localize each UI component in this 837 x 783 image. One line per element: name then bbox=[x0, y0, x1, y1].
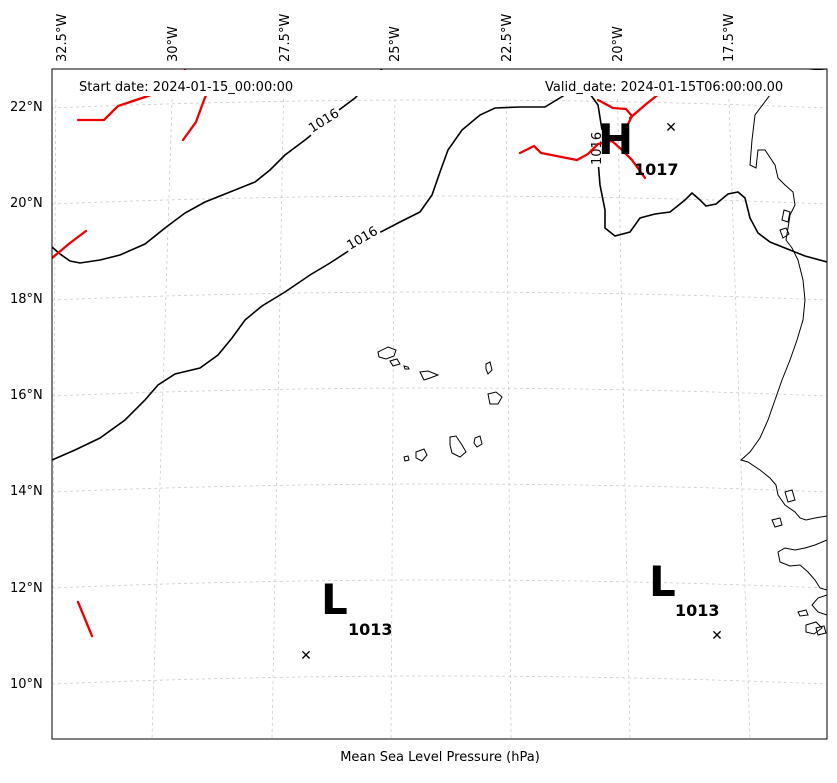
meridian-line bbox=[271, 69, 285, 739]
coast-island bbox=[784, 489, 796, 503]
cape-verde-island bbox=[419, 370, 440, 381]
lon-label: 20°W bbox=[611, 26, 626, 62]
parallel-line bbox=[52, 579, 827, 589]
lat-label: 10°N bbox=[10, 677, 43, 692]
header-background bbox=[53, 70, 826, 96]
front-line bbox=[52, 229, 88, 260]
front-line bbox=[76, 600, 94, 638]
low-center-marker: ✕ bbox=[300, 648, 312, 664]
parallel-line bbox=[52, 675, 827, 685]
low-center-letter: L bbox=[321, 575, 348, 624]
isobar-label: 1016 bbox=[306, 106, 342, 136]
high-center-letter: H bbox=[598, 115, 633, 164]
cape-verde-island bbox=[415, 448, 428, 462]
cape-verde-island bbox=[403, 365, 410, 370]
isobars bbox=[52, 69, 827, 461]
high-center-marker: ✕ bbox=[665, 120, 677, 136]
isobar-label-halo bbox=[590, 129, 605, 167]
meridian-line bbox=[505, 69, 512, 739]
lon-label: 25°W bbox=[388, 26, 403, 62]
map-frame bbox=[51, 68, 828, 740]
isobar-label: 1016 bbox=[345, 224, 381, 254]
cape-verde-island bbox=[485, 361, 493, 375]
isobar-label: 1016 bbox=[590, 132, 605, 165]
meridian-line bbox=[616, 69, 631, 739]
lon-label: 32.5°W bbox=[55, 14, 70, 62]
lon-label: 22.5°W bbox=[500, 14, 515, 62]
high-center-value: 1017 bbox=[634, 160, 679, 179]
isobar-line bbox=[52, 69, 383, 264]
low-center-value: 1013 bbox=[675, 601, 720, 620]
parallel-line bbox=[52, 195, 827, 205]
front-line bbox=[518, 139, 647, 180]
lat-label: 14°N bbox=[10, 484, 43, 499]
graticule bbox=[52, 69, 827, 739]
latitude-labels: 22°N 20°N 18°N 16°N 14°N 12°N 10°N bbox=[10, 100, 43, 692]
lat-label: 18°N bbox=[10, 292, 43, 307]
coast-island bbox=[797, 609, 809, 617]
cape-verde-island bbox=[377, 346, 397, 360]
coastline bbox=[377, 69, 827, 636]
valid-date-label: Valid_date: 2024-01-15T06:00:00.00 bbox=[545, 80, 783, 95]
africa-coast bbox=[811, 594, 827, 616]
date-header: Start date: 2024-01-15_00:00:00 Valid_da… bbox=[53, 70, 826, 96]
meridian-line bbox=[727, 69, 751, 739]
cape-verde-island bbox=[473, 435, 483, 448]
lat-label: 20°N bbox=[10, 196, 43, 211]
map-caption: Mean Sea Level Pressure (hPa) bbox=[340, 750, 540, 765]
meridian-line bbox=[151, 69, 174, 739]
parallel-line bbox=[52, 387, 827, 397]
africa-coast bbox=[739, 69, 827, 521]
cape-verde-island bbox=[487, 391, 503, 405]
africa-coast bbox=[777, 539, 827, 591]
meridian-line bbox=[390, 69, 396, 739]
pressure-centers: H 1017 ✕ L 1013 ✕ L 1013 ✕ bbox=[300, 115, 723, 664]
low-center-value: 1013 bbox=[348, 620, 393, 639]
lat-label: 16°N bbox=[10, 388, 43, 403]
low-center-letter: L bbox=[649, 557, 676, 606]
isobar-line bbox=[52, 92, 827, 461]
longitude-labels: 32.5°W 30°W 27.5°W 25°W 22.5°W 20°W 17.5… bbox=[55, 14, 737, 62]
isobar-label-halo bbox=[304, 105, 344, 138]
lat-label: 12°N bbox=[10, 581, 43, 596]
coast-island bbox=[771, 517, 783, 528]
lon-label: 30°W bbox=[166, 26, 181, 62]
lon-label: 17.5°W bbox=[722, 14, 737, 62]
isobar-label-halo bbox=[342, 222, 383, 255]
coast-island bbox=[781, 209, 791, 223]
coast-island bbox=[805, 621, 823, 635]
parallel-line bbox=[52, 291, 827, 301]
coast-island bbox=[779, 227, 790, 239]
fronts bbox=[52, 69, 674, 638]
isobar-labels: 1016 1016 1016 bbox=[304, 105, 605, 255]
lat-label: 22°N bbox=[10, 100, 43, 115]
front-line bbox=[596, 98, 634, 132]
low-center-marker: ✕ bbox=[711, 628, 723, 644]
cape-verde-island bbox=[389, 358, 401, 367]
coast-island bbox=[815, 625, 827, 636]
start-date-label: Start date: 2024-01-15_00:00:00 bbox=[79, 80, 293, 95]
parallel-line bbox=[52, 99, 827, 109]
meridian-line bbox=[52, 69, 57, 739]
parallel-line bbox=[52, 483, 827, 493]
cape-verde-island bbox=[449, 435, 467, 458]
lon-label: 27.5°W bbox=[278, 14, 293, 62]
cape-verde-island bbox=[403, 455, 410, 462]
